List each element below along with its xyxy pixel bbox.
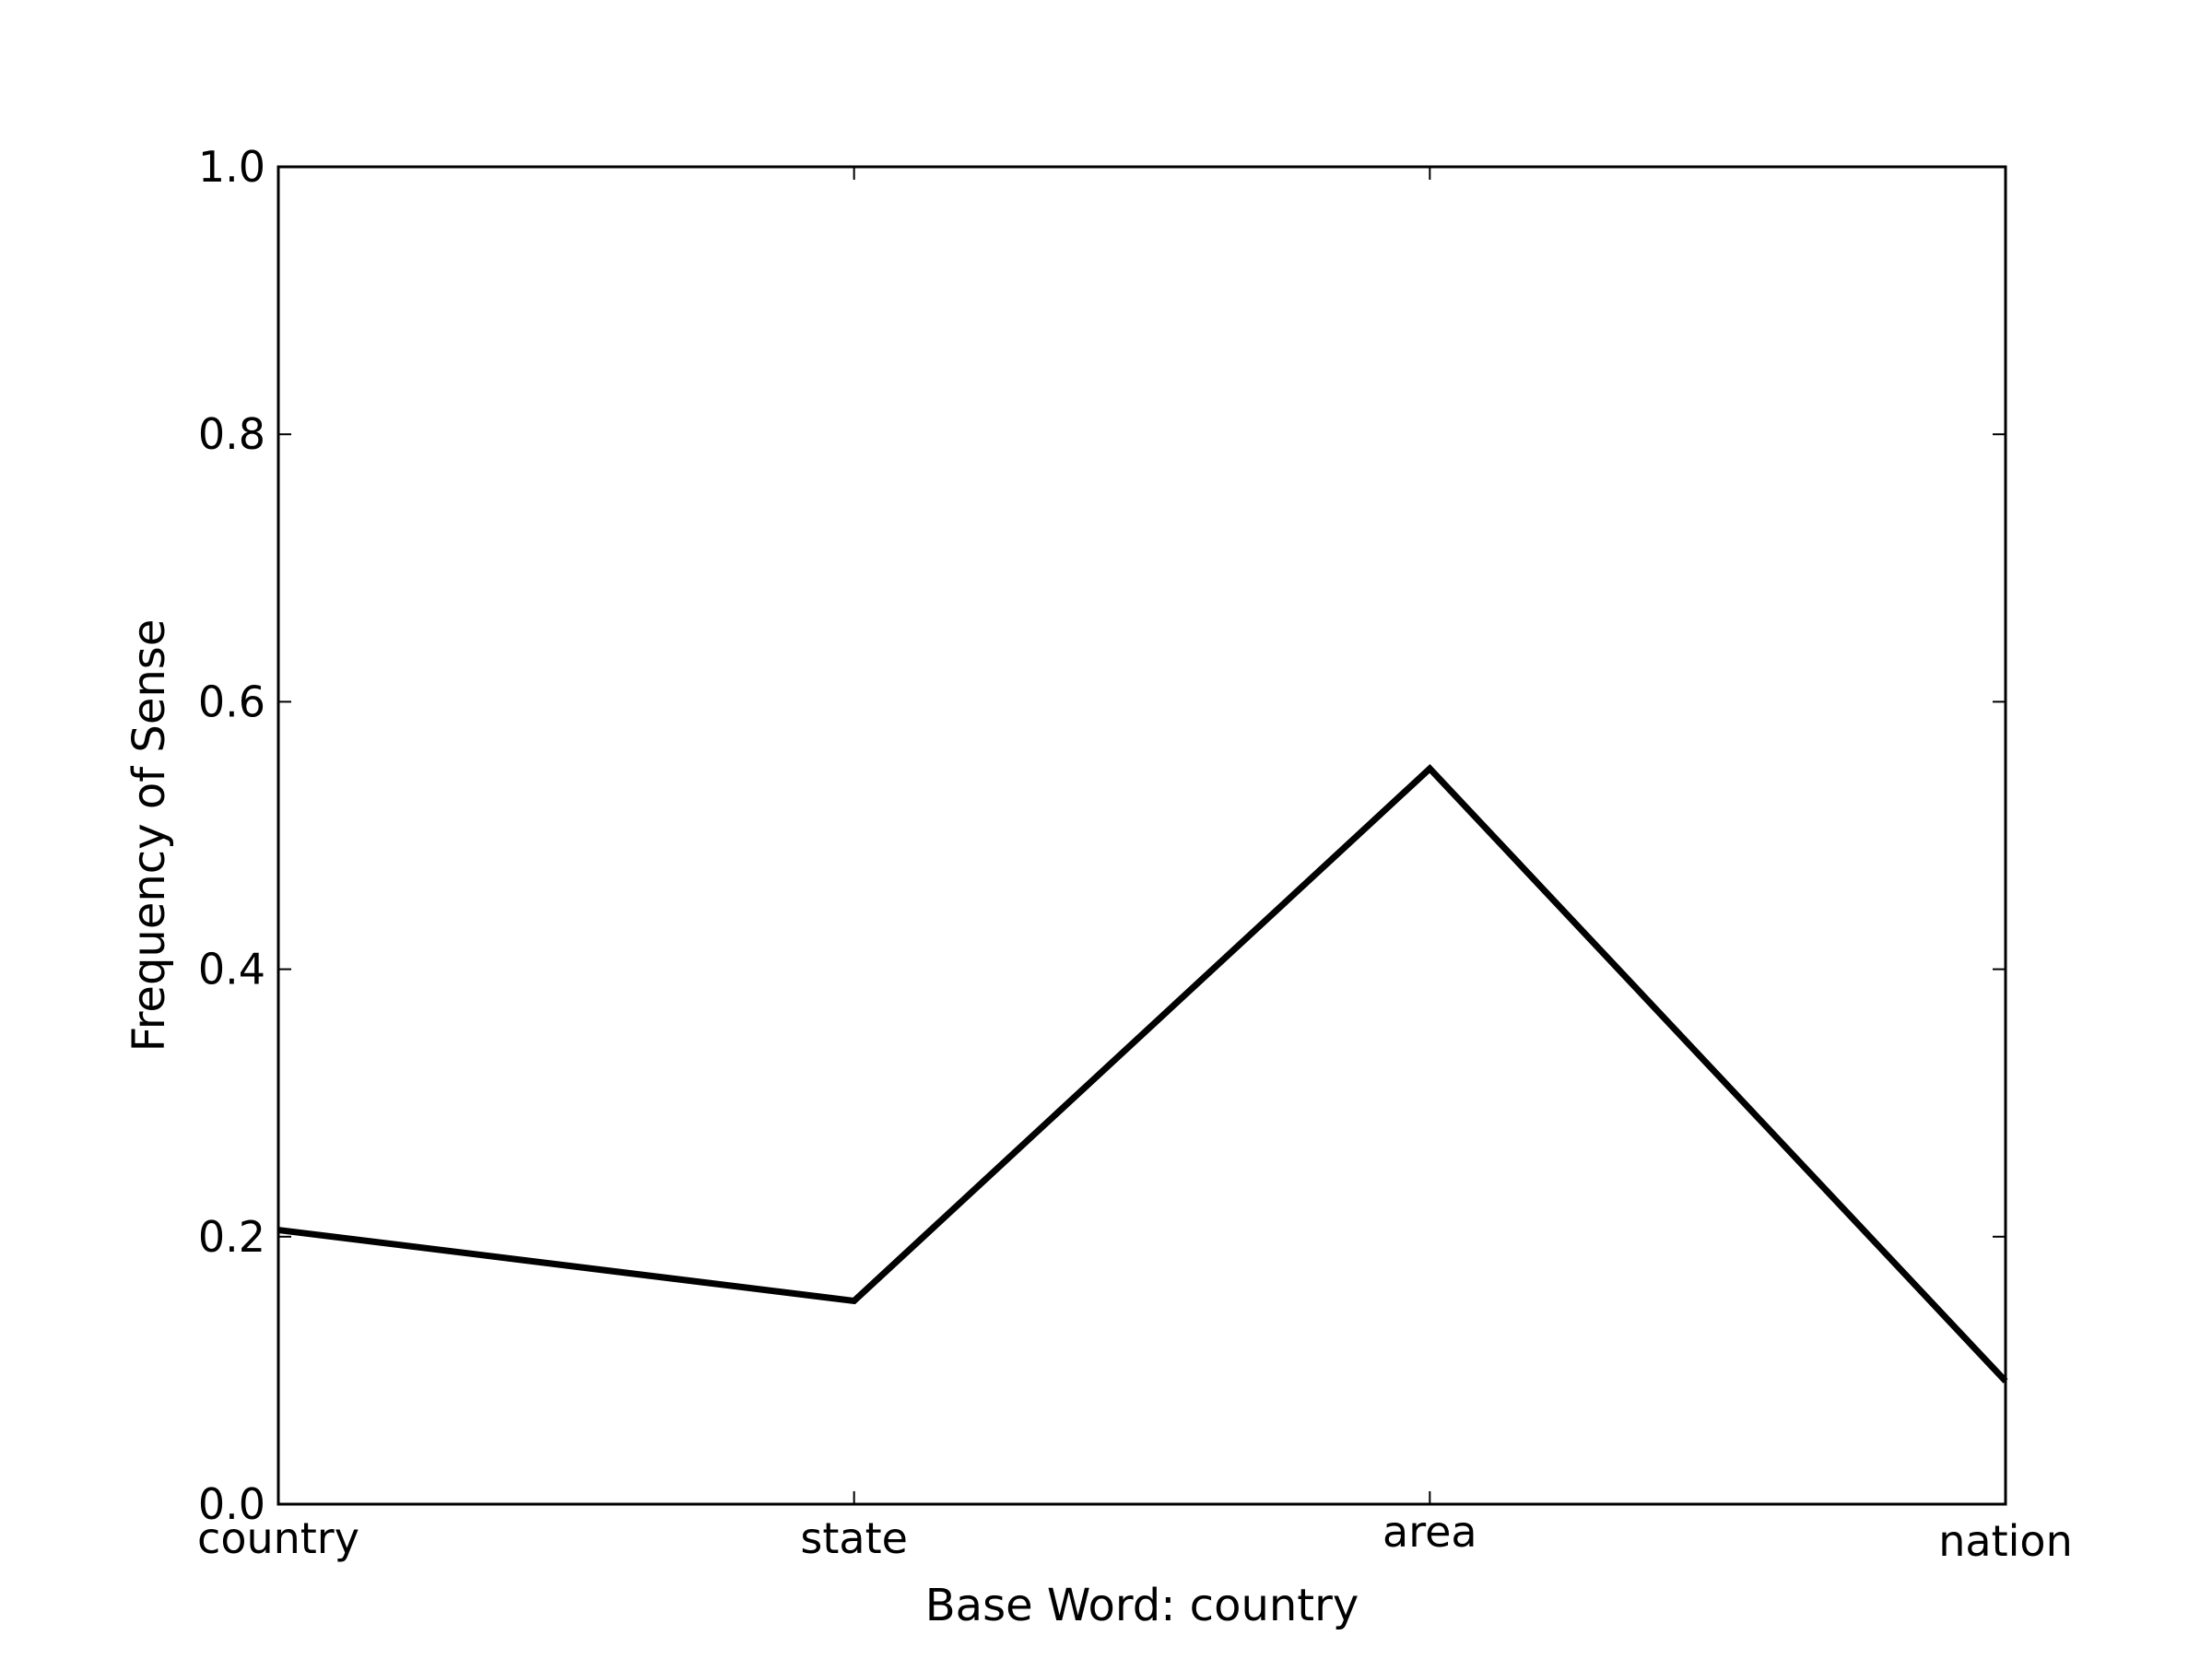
y-axis-label: Frequency of Sense <box>124 619 175 1053</box>
y-tick-label: 0.4 <box>198 945 265 994</box>
x-tick-label-country: country <box>197 1513 359 1563</box>
tick-marks <box>277 166 2006 1505</box>
y-tick-labels: 0.0 0.2 0.4 0.6 0.8 1.0 <box>198 142 265 1529</box>
y-tick-label: 0.0 <box>198 1479 265 1529</box>
y-tick-label: 0.6 <box>198 677 265 726</box>
x-tick-label-state: state <box>800 1513 908 1563</box>
y-tick-label: 0.8 <box>198 409 265 459</box>
x-tick-label-area: area <box>1382 1507 1477 1557</box>
series-line-0 <box>277 764 2008 1383</box>
y-tick-label: 0.2 <box>198 1212 265 1262</box>
y-tick-label: 1.0 <box>198 142 265 192</box>
plot-frame <box>276 165 2007 1506</box>
x-tick-label-nation: nation <box>1938 1516 2072 1566</box>
x-tick-labels: country state area nation <box>197 1507 2073 1566</box>
series-layer <box>277 764 2008 1383</box>
x-axis-label: Base Word: country <box>925 1580 1359 1631</box>
